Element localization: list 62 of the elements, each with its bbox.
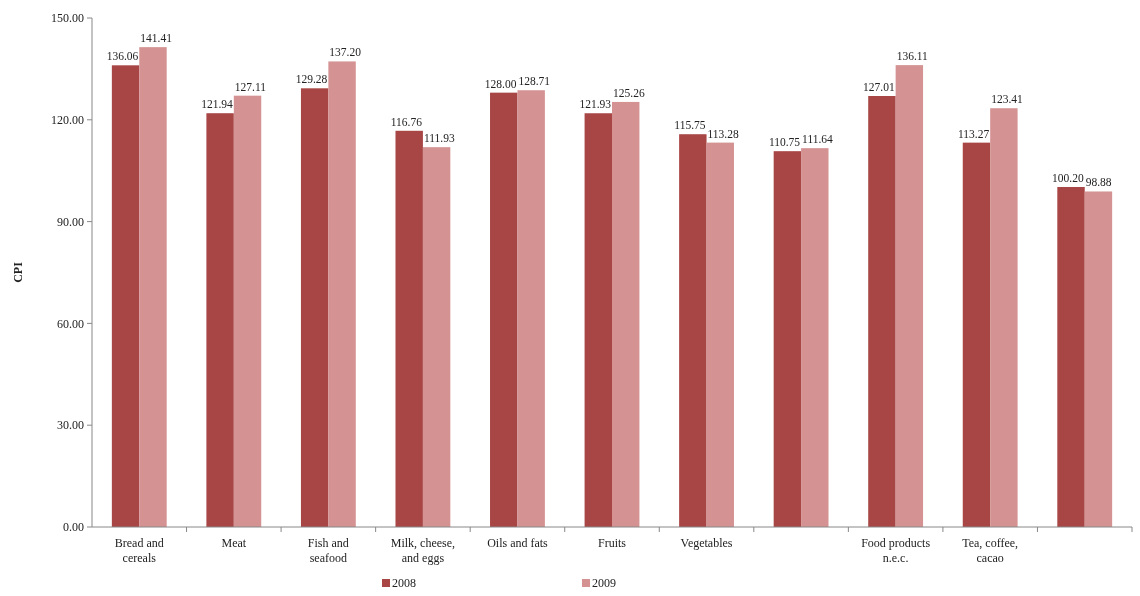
y-tick-label: 90.00 — [57, 214, 84, 229]
data-label: 128.00 — [484, 77, 517, 90]
y-tick-label: 60.00 — [57, 316, 84, 331]
bar — [679, 134, 707, 527]
x-tick-label: Bread and cereals — [114, 536, 164, 565]
y-tick-label: 30.00 — [57, 418, 84, 433]
y-tick-label: 0.00 — [63, 520, 84, 535]
bar — [990, 108, 1018, 527]
data-label: 125.26 — [613, 86, 645, 99]
bar — [206, 113, 234, 527]
data-label: 111.64 — [802, 133, 834, 146]
legend-label: 2009 — [592, 576, 616, 590]
legend-label: 2008 — [392, 576, 416, 590]
bar — [328, 61, 356, 527]
data-label: 115.75 — [674, 119, 706, 132]
bar — [706, 142, 734, 527]
data-label: 110.75 — [768, 136, 801, 149]
bar — [1057, 186, 1085, 527]
data-label: 127.11 — [234, 80, 267, 93]
bar — [111, 65, 140, 527]
x-tick-label: Oils and fats — [487, 536, 549, 550]
x-tick-label: Tea, coffee, cacao — [962, 536, 1019, 565]
x-tick-label: Milk, cheese, and eggs — [390, 536, 456, 565]
bar — [139, 47, 167, 527]
x-tick-label: Meat — [221, 536, 247, 550]
data-label: 136.11 — [896, 50, 929, 63]
bar — [517, 90, 545, 527]
data-label: 121.93 — [579, 98, 612, 111]
bar — [801, 148, 829, 527]
data-label: 113.28 — [707, 127, 739, 140]
bar — [868, 96, 896, 527]
data-label: 116.76 — [390, 115, 423, 128]
data-label: 123.41 — [991, 93, 1024, 106]
y-axis-title: CPI — [11, 261, 25, 283]
bar — [584, 113, 612, 527]
data-label: 111.93 — [423, 132, 455, 145]
x-tick-label: Vegetables — [680, 536, 733, 550]
data-label: 121.94 — [201, 98, 234, 111]
x-tick-label: Food products n.e.c. — [861, 536, 931, 565]
bar — [773, 151, 802, 527]
bar — [422, 147, 451, 527]
data-label: 129.28 — [295, 73, 328, 86]
bar — [612, 101, 640, 527]
y-tick-label: 150.00 — [51, 11, 84, 26]
bar — [233, 95, 262, 527]
data-label: 113.27 — [957, 127, 990, 140]
data-label: 127.01 — [863, 81, 895, 94]
data-label: 98.88 — [1085, 176, 1112, 189]
data-label: 141.41 — [140, 32, 173, 45]
x-tick-label: Fish and seafood — [307, 536, 349, 565]
data-label: 137.20 — [329, 46, 362, 59]
bar — [490, 92, 518, 527]
bar — [895, 65, 924, 527]
x-tick-label: Fruits — [597, 536, 627, 550]
data-label: 128.71 — [518, 75, 551, 88]
y-tick-label: 120.00 — [51, 113, 84, 127]
bar — [395, 130, 423, 527]
bar — [962, 142, 991, 527]
bar — [300, 88, 329, 527]
bar — [1084, 191, 1113, 527]
data-label: 100.20 — [1052, 171, 1084, 184]
data-label: 136.06 — [106, 50, 139, 63]
